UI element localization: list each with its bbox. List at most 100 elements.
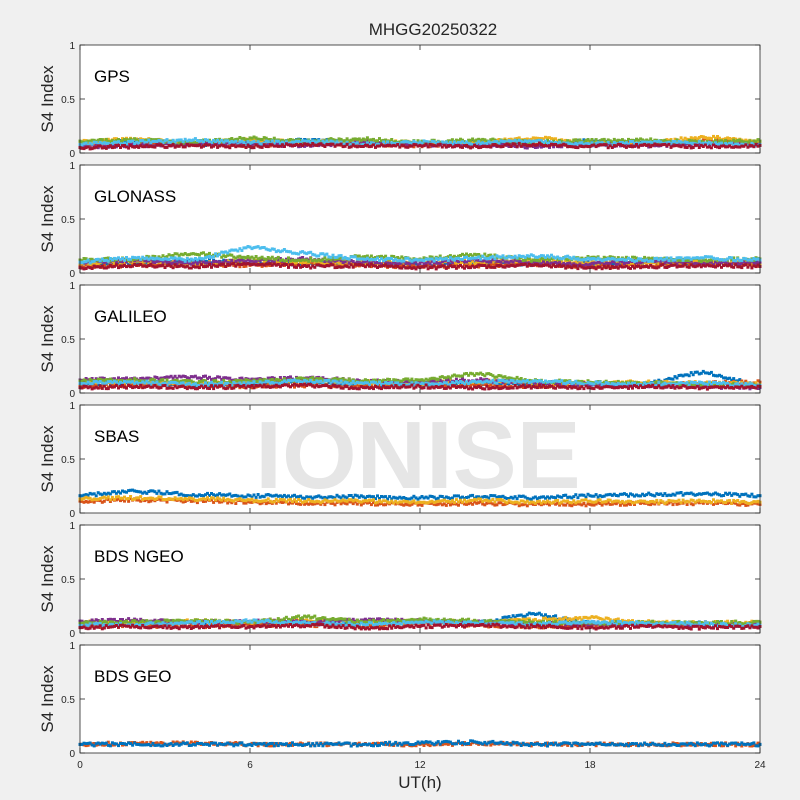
trace-marker [655,259,659,263]
trace-marker [94,258,98,261]
trace-marker [214,259,218,263]
trace-marker [544,259,547,263]
trace-marker [452,265,456,268]
trace-marker [463,256,466,259]
trace-marker [598,139,602,143]
trace-marker [491,141,495,145]
trace-marker [88,144,92,148]
trace-marker [568,142,572,146]
trace-marker [497,144,501,148]
trace-marker [683,143,687,146]
trace-marker [291,263,294,267]
trace-marker [230,137,234,140]
trace-marker [544,144,547,147]
trace-marker [489,141,493,145]
trace-marker [187,253,191,257]
trace-marker [442,264,446,268]
trace-marker [566,254,570,258]
trace-marker [185,142,189,146]
trace-marker [153,255,157,258]
trace-marker [282,145,286,148]
trace-marker [699,258,703,262]
data-point [475,253,479,257]
trace-marker [529,263,533,267]
trace-marker [181,143,185,147]
trace-marker [108,259,112,263]
data-point [305,252,309,256]
trace-marker [319,264,323,268]
trace-marker [276,249,280,253]
trace-marker [349,138,353,142]
trace-marker [394,264,398,268]
trace-marker [600,141,604,145]
trace-marker [685,141,689,144]
trace-marker [254,263,258,267]
trace-marker [226,145,230,149]
trace-marker [675,258,679,262]
data-point [361,255,365,259]
trace-marker [499,255,503,259]
trace-marker [548,258,551,262]
trace-marker [400,140,404,144]
trace-marker [734,142,738,146]
trace-marker [123,264,126,267]
trace-marker [564,257,568,261]
trace-marker [598,265,602,269]
trace-marker [252,262,256,266]
trace-marker [129,262,133,266]
trace-marker [325,252,329,256]
trace-marker [127,146,131,150]
trace-marker [193,257,197,260]
trace-marker [712,260,715,264]
trace-marker [244,138,248,142]
trace-marker [396,262,400,266]
trace-marker [145,259,149,263]
trace-marker [258,139,262,143]
trace-marker [317,139,321,143]
trace-marker [335,255,339,259]
trace-marker [139,141,143,145]
trace-marker [450,142,454,146]
trace-marker [357,142,361,146]
trace-marker [467,143,471,147]
trace-marker [112,140,116,144]
trace-marker [185,253,189,257]
trace-marker [624,258,628,262]
trace-marker [402,259,406,263]
trace-marker [459,264,462,267]
trace-marker [726,136,730,140]
trace-marker [98,144,102,148]
trace-marker [282,262,286,266]
trace-marker [321,262,325,266]
trace-marker [165,142,169,146]
trace-marker [637,138,641,142]
trace-marker [467,263,471,267]
trace-marker [463,263,466,267]
trace-marker [576,264,580,267]
trace-marker [86,139,90,143]
trace-marker [651,259,655,263]
trace-marker [353,142,357,146]
trace-marker [374,264,377,268]
trace-marker [181,145,185,149]
trace-marker [337,254,341,258]
trace-marker [469,138,473,142]
trace-marker [517,138,521,142]
trace-marker [550,140,553,144]
trace-marker [689,143,693,147]
trace-marker [624,255,628,259]
trace-marker [347,143,351,147]
trace-marker [252,260,256,264]
trace-marker [386,261,390,265]
trace-marker [303,138,307,141]
trace-marker [560,143,564,147]
data-point [531,263,535,267]
trace-marker [667,142,671,146]
trace-marker [317,254,321,258]
trace-marker [157,142,161,145]
trace-marker [343,262,347,266]
trace-marker [463,254,466,258]
trace-marker [501,254,505,258]
trace-marker [234,137,238,141]
trace-marker [537,257,541,261]
